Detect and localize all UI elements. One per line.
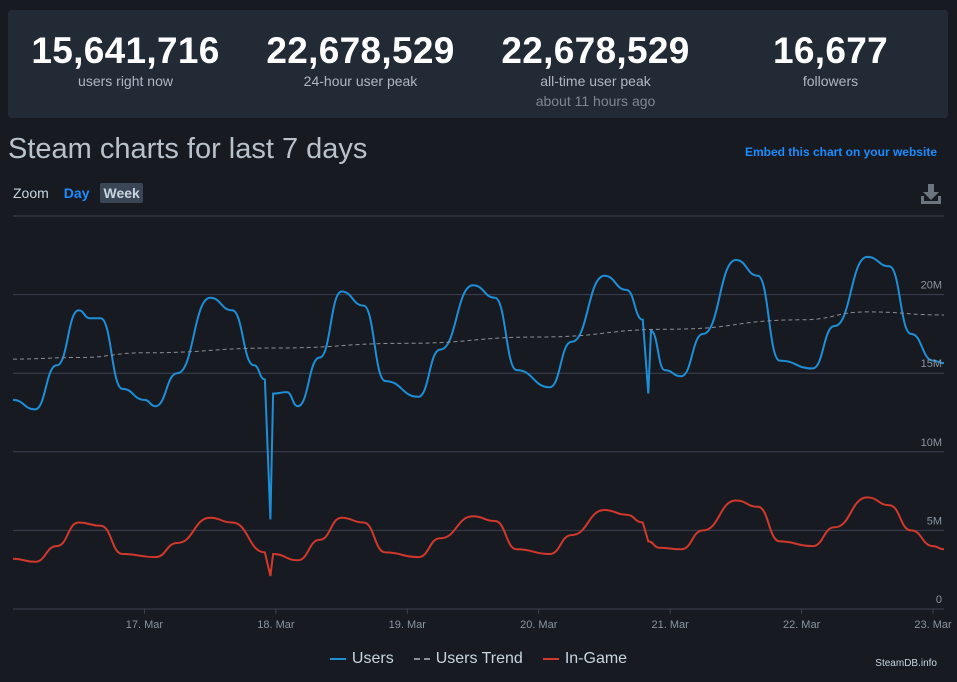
legend-item-users[interactable]: Users [329, 650, 394, 668]
legend-label: In-Game [564, 650, 628, 667]
series-line-users [12, 255, 945, 520]
x-tick-label: 23. Mar [914, 619, 952, 631]
credit-text: SteamDB.info [875, 658, 937, 669]
legend-swatch-ingame [542, 658, 559, 660]
x-tick-label: 18. Mar [257, 619, 295, 631]
x-tick-label: 21. Mar [652, 619, 690, 631]
grid-lines [13, 215, 944, 614]
stat-all-time-peak: 22,678,529 all-time user peak about 11 h… [478, 10, 713, 118]
y-tick-label: 10M [921, 437, 942, 449]
legend-label: Users Trend [435, 650, 523, 667]
series-line-in-game [12, 496, 945, 577]
y-tick-label: 5M [927, 515, 942, 527]
stat-value: 22,678,529 [266, 30, 455, 71]
stat-value: 22,678,529 [501, 30, 690, 71]
download-icon[interactable] [920, 183, 942, 205]
stat-label: all-time user peak [540, 73, 651, 89]
x-tick-label: 20. Mar [520, 619, 558, 631]
stats-panel: 15,641,716 users right now 22,678,529 24… [8, 10, 948, 118]
zoom-controls: Zoom Day Week [13, 183, 151, 203]
embed-chart-link[interactable]: Embed this chart on your website [744, 145, 937, 159]
y-tick-label: 20M [921, 280, 942, 292]
legend-swatch-users [329, 658, 346, 660]
x-tick-label: 19. Mar [389, 619, 427, 631]
chart-title: Steam charts for last 7 days [8, 133, 368, 165]
stat-24h-peak: 22,678,529 24-hour user peak [243, 10, 478, 118]
legend-label: Users [351, 650, 394, 667]
stat-users-now: 15,641,716 users right now [8, 10, 243, 118]
x-tick-label: 22. Mar [783, 619, 821, 631]
zoom-label: Zoom [13, 185, 49, 201]
y-tick-label: 15M [921, 358, 942, 370]
chart-legend: Users Users Trend In-Game [0, 650, 957, 668]
stat-label: followers [802, 73, 859, 89]
zoom-week-button[interactable]: Week [100, 183, 143, 203]
legend-item-users-trend[interactable]: Users Trend [413, 650, 523, 668]
stat-value: 16,677 [773, 30, 888, 71]
legend-swatch-trend [413, 658, 430, 660]
stat-sublabel: about 11 hours ago [535, 93, 656, 109]
stat-followers: 16,677 followers [713, 10, 948, 118]
axis-labels: 0 5M 10M 15M 20M 17. Mar 18. Mar 19. Mar 20. Mar… [126, 280, 952, 631]
series-layer [12, 255, 945, 577]
stat-label: 24-hour user peak [303, 73, 418, 89]
legend-item-in-game[interactable]: In-Game [542, 650, 628, 668]
stat-value: 15,641,716 [31, 30, 220, 71]
series-line-users-trend [12, 311, 945, 360]
x-tick-label: 17. Mar [126, 619, 164, 631]
zoom-day-button[interactable]: Day [63, 185, 90, 201]
player-count-chart: 0 5M 10M 15M 20M 17. Mar 18. Mar 19. Mar 20. Mar… [12, 215, 952, 631]
stat-label: users right now [78, 73, 173, 89]
y-tick-label: 0 [936, 594, 942, 606]
